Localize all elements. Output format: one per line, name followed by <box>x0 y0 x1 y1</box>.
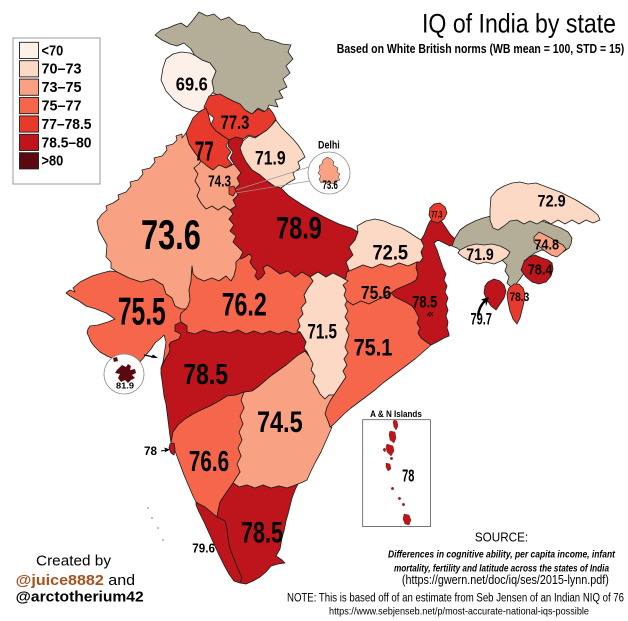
svg-text:78.5: 78.5 <box>183 359 228 391</box>
svg-text:<70: <70 <box>42 42 64 59</box>
svg-text:73.6: 73.6 <box>323 178 339 192</box>
svg-text:73.6: 73.6 <box>141 211 201 258</box>
svg-text:71.9: 71.9 <box>255 147 286 169</box>
svg-text:71.9: 71.9 <box>466 246 494 264</box>
svg-text:77–78.5: 77–78.5 <box>42 116 92 133</box>
svg-text:75–77: 75–77 <box>42 98 82 115</box>
svg-text:@arctotherium42: @arctotherium42 <box>16 589 144 606</box>
svg-text:78.5: 78.5 <box>412 293 437 312</box>
svg-text:A & N Islands: A & N Islands <box>370 409 422 419</box>
svg-text:77: 77 <box>195 135 214 166</box>
svg-text:75.5: 75.5 <box>118 291 166 334</box>
svg-text:Based on White British norms (: Based on White British norms (WB mean = … <box>337 41 625 56</box>
svg-text:74.5: 74.5 <box>257 407 303 439</box>
svg-text:@juice8882 and: @juice8882 and <box>16 572 135 589</box>
svg-text:IQ of India by state: IQ of India by state <box>422 9 616 39</box>
svg-text:(https://gwern.net/doc/iq/ses/: (https://gwern.net/doc/iq/ses/2015-lynn.… <box>402 572 609 587</box>
svg-text:77.3: 77.3 <box>431 209 442 219</box>
svg-text:75.6: 75.6 <box>361 282 391 303</box>
svg-text:74.8: 74.8 <box>534 238 559 254</box>
svg-text:mortality, fertility and latit: mortality, fertility and latitude across… <box>394 564 609 575</box>
svg-text:78.5–80: 78.5–80 <box>42 134 92 151</box>
svg-text:78.3: 78.3 <box>509 290 529 304</box>
svg-text:Differences in cognitive abili: Differences in cognitive ability, per ca… <box>388 550 616 561</box>
svg-text:https://www.sebjenseb.net/p/mo: https://www.sebjenseb.net/p/most-accurat… <box>329 606 589 618</box>
svg-text:72.5: 72.5 <box>373 241 409 264</box>
svg-text:Delhi: Delhi <box>318 140 340 152</box>
svg-text:69.6: 69.6 <box>176 74 208 95</box>
svg-text:NOTE: This is based off of an: NOTE: This is based off of an estimate f… <box>287 593 624 605</box>
svg-text:SOURCE:: SOURCE: <box>475 531 528 545</box>
svg-text:70–73: 70–73 <box>42 61 82 78</box>
svg-text:Created by: Created by <box>36 553 111 570</box>
svg-text:78: 78 <box>144 445 158 458</box>
svg-text:72.9: 72.9 <box>538 192 566 211</box>
svg-text:76.2: 76.2 <box>222 287 267 323</box>
svg-text:79.7: 79.7 <box>470 311 492 329</box>
svg-text:>80: >80 <box>42 153 64 170</box>
svg-text:73–75: 73–75 <box>42 79 82 96</box>
svg-text:81.9: 81.9 <box>116 381 134 391</box>
svg-text:76.6: 76.6 <box>189 446 229 478</box>
svg-text:79.6: 79.6 <box>192 540 215 555</box>
svg-text:75.1: 75.1 <box>354 335 393 362</box>
svg-text:77.3: 77.3 <box>221 112 250 134</box>
svg-text:74.3: 74.3 <box>208 173 231 190</box>
svg-text:78: 78 <box>402 466 414 486</box>
svg-text:78.4: 78.4 <box>528 262 553 278</box>
svg-text:78.9: 78.9 <box>276 209 322 245</box>
svg-text:78.5: 78.5 <box>241 516 283 549</box>
svg-text:71.5: 71.5 <box>307 319 337 343</box>
